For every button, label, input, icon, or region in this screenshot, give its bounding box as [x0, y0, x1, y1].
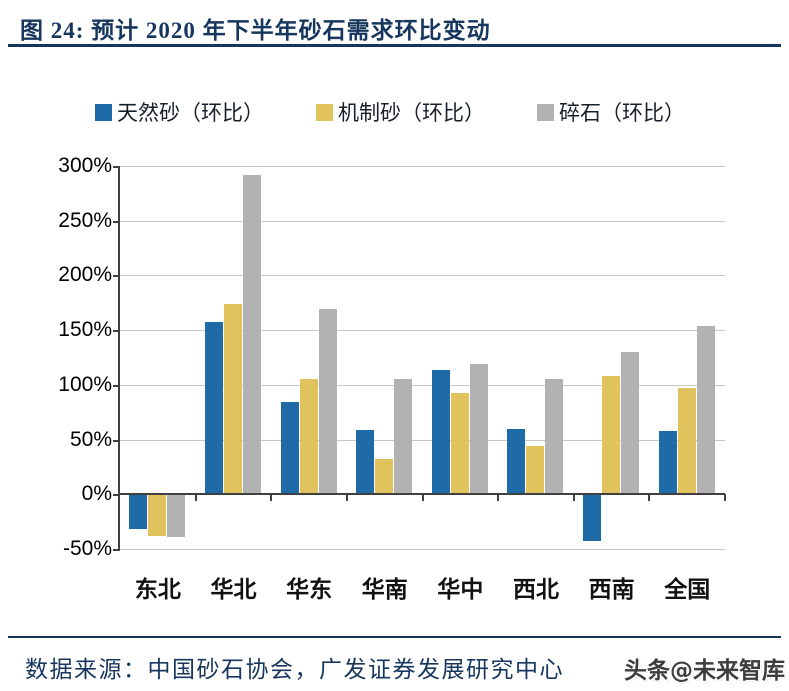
bar-crushed-stone: [394, 379, 413, 495]
bar-machine-sand: [223, 303, 242, 495]
bar-crushed-stone: [545, 379, 564, 495]
y-axis-label: 100%: [58, 372, 112, 396]
bar-machine-sand: [602, 376, 621, 495]
bar-machine-sand: [375, 459, 394, 495]
gridline: [120, 220, 725, 222]
bar-natural-sand: [356, 429, 375, 495]
gridline: [120, 275, 725, 277]
legend-swatch-icon: [95, 103, 112, 121]
bar-crushed-stone: [167, 494, 186, 537]
legend-label: 碎石（环比）: [559, 101, 685, 125]
x-axis-tick: [194, 494, 197, 502]
y-axis-line: [118, 166, 120, 551]
legend-item: 机制砂（环比）: [316, 97, 485, 127]
y-axis-label: 200%: [58, 263, 112, 287]
x-axis-label: 全国: [664, 577, 711, 602]
bar-crushed-stone: [318, 309, 337, 495]
bar-natural-sand: [658, 430, 677, 495]
y-axis-label: 250%: [58, 208, 112, 232]
bar-natural-sand: [583, 494, 602, 542]
x-axis-tick: [345, 494, 348, 502]
title-divider: [8, 44, 781, 47]
chart-canvas: 300% 250% 200% 150% 100% 50% 0% -50% 东北 华北 华东 华南 华中 西…: [58, 154, 726, 602]
gridline: [120, 330, 725, 332]
x-axis-tick: [724, 494, 726, 502]
y-axis-tick: [113, 220, 120, 223]
footer-divider: [8, 636, 781, 638]
y-axis-tick: [113, 439, 120, 442]
y-axis-tick: [113, 494, 120, 497]
bar-natural-sand: [129, 494, 148, 530]
bar-natural-sand: [204, 322, 223, 495]
x-axis-label: 东北: [134, 577, 181, 602]
y-axis-label: 0%: [81, 482, 112, 506]
x-axis-label: 西南: [588, 577, 635, 602]
y-axis-tick: [113, 330, 120, 333]
bar-machine-sand: [450, 392, 469, 495]
x-axis-label: 华中: [437, 577, 484, 602]
x-axis-label: 西北: [512, 577, 559, 602]
bar-crushed-stone: [621, 352, 640, 495]
x-axis-tick: [648, 494, 651, 502]
bar-machine-sand: [677, 388, 696, 495]
x-axis-tick: [421, 494, 424, 502]
y-axis-tick: [113, 166, 120, 168]
bar-natural-sand: [280, 402, 299, 495]
bar-machine-sand: [526, 446, 545, 495]
gridline: [120, 439, 725, 441]
legend-label: 天然砂（环比）: [117, 101, 264, 125]
gridline: [120, 384, 725, 386]
x-axis-tick: [572, 494, 575, 502]
bar-crushed-stone: [242, 174, 261, 495]
x-axis-label: 华东: [286, 577, 333, 602]
y-axis-label: 300%: [58, 154, 112, 177]
legend-swatch-icon: [316, 103, 333, 121]
legend-swatch-icon: [537, 103, 554, 121]
legend-item: 碎石（环比）: [537, 97, 685, 127]
x-axis-tick: [270, 494, 273, 502]
y-axis-tick: [113, 384, 120, 387]
gridline: [120, 166, 725, 167]
x-axis-tick: [497, 494, 500, 502]
legend-item: 天然砂（环比）: [95, 97, 264, 127]
bar-crushed-stone: [469, 364, 488, 495]
bar-machine-sand: [148, 494, 167, 536]
bar-crushed-stone: [696, 325, 715, 495]
x-axis-label: 华北: [210, 577, 257, 602]
bar-machine-sand: [299, 379, 318, 495]
data-source-text: 数据来源：中国砂石协会，广发证券发展研究中心: [25, 657, 564, 682]
y-axis-tick: [113, 275, 120, 278]
figure-title: 图 24: 预计 2020 年下半年砂石需求环比变动: [20, 18, 491, 43]
legend-label: 机制砂（环比）: [338, 101, 485, 125]
legend: 天然砂（环比） 机制砂（环比） 碎石（环比）: [95, 97, 685, 127]
watermark-text: 头条@未来智库: [624, 658, 785, 684]
bar-natural-sand: [507, 428, 526, 495]
gridline: [120, 549, 725, 550]
y-axis-tick: [113, 549, 120, 551]
bar-natural-sand: [431, 369, 450, 495]
x-axis-label: 华南: [361, 577, 408, 602]
y-axis-label: 150%: [58, 318, 112, 342]
y-axis-label: 50%: [69, 427, 112, 451]
y-axis-label: -50%: [62, 537, 112, 560]
